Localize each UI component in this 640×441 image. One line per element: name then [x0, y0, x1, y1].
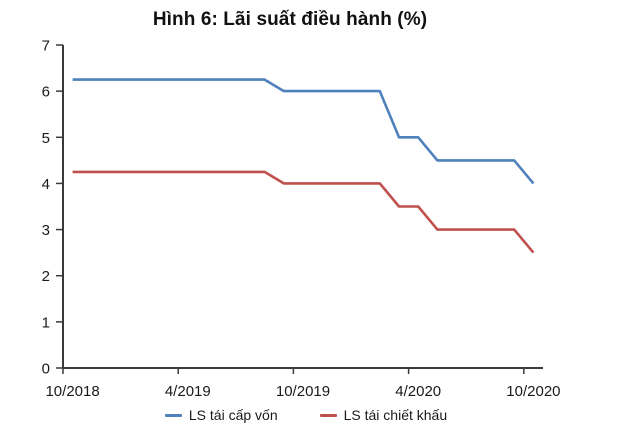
x-tick-label: 10/2020 — [506, 383, 560, 400]
y-tick-label: 3 — [42, 222, 50, 239]
series-line-1 — [72, 170, 535, 254]
x-tick-label: 10/2019 — [276, 383, 330, 400]
series-line-0 — [72, 78, 535, 185]
line-plot: 0 1 2 3 4 5 6 7 10/2018 4/2019 10/2019 4/2020 10/202… — [42, 38, 561, 401]
legend-swatch-red-line — [319, 413, 337, 417]
y-tick-label: 1 — [42, 314, 50, 331]
x-tick-label: 4/2019 — [165, 383, 211, 400]
x-tick-label: 10/2018 — [45, 383, 99, 400]
y-tick-label: 0 — [42, 361, 50, 378]
legend: LS tái cấp vốn LS tái chiết khấu — [0, 407, 612, 423]
y-tick-label: 5 — [42, 130, 50, 147]
y-tick-label: 7 — [42, 38, 50, 55]
y-tick-label: 2 — [42, 268, 50, 285]
legend-swatch-blue-line — [164, 413, 182, 417]
chart-title: Hình 6: Lãi suất điều hành (%) — [152, 9, 428, 30]
legend-label-rediscount-rate: LS tái chiết khấu — [343, 407, 448, 423]
legend-item-refinancing-rate: LS tái cấp vốn — [164, 407, 278, 423]
x-tick-label: 4/2020 — [395, 383, 441, 400]
y-tick-label: 6 — [42, 84, 50, 101]
legend-label-refinancing-rate: LS tái cấp vốn — [188, 407, 278, 423]
legend-item-rediscount-rate: LS tái chiết khấu — [319, 407, 448, 423]
y-tick-label: 4 — [42, 176, 50, 193]
